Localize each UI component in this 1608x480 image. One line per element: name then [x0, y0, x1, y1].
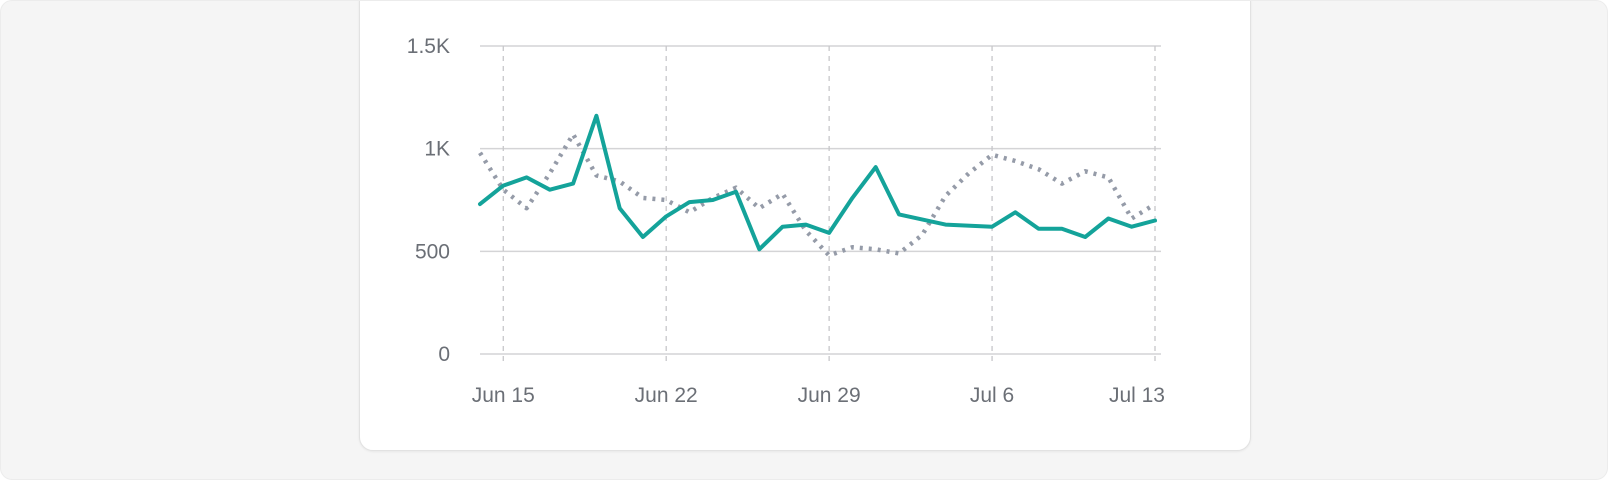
series-line-dotted: [478, 132, 1157, 258]
y-axis: 0 500 1K 1.5K: [407, 35, 450, 366]
x-tick-label: Jun 15: [472, 384, 535, 407]
series-line-solid: [478, 113, 1157, 252]
x-axis: Jun 15 Jun 22 Jun 29 Jul 6 Jul 13: [472, 384, 1165, 407]
x-tick-label: Jul 6: [970, 384, 1014, 407]
x-tick-label: Jun 29: [798, 384, 861, 407]
line-chart: 0 500 1K 1.5K Jun 15 Jun 22 Jun 29 Jul 6 Jul 13: [407, 35, 1165, 407]
x-tick-label: Jul 13: [1109, 384, 1165, 407]
chart-card: 0 500 1K 1.5K Jun 15 Jun 22 Jun 29 Jul 6 Jul 13: [359, 1, 1251, 451]
y-tick-label: 1K: [424, 138, 450, 161]
x-tick-label: Jun 22: [635, 384, 698, 407]
y-tick-label: 500: [415, 240, 450, 263]
grid: [480, 45, 1161, 364]
y-tick-label: 0: [438, 343, 450, 366]
series: [478, 113, 1157, 258]
y-tick-label: 1.5K: [407, 35, 450, 58]
